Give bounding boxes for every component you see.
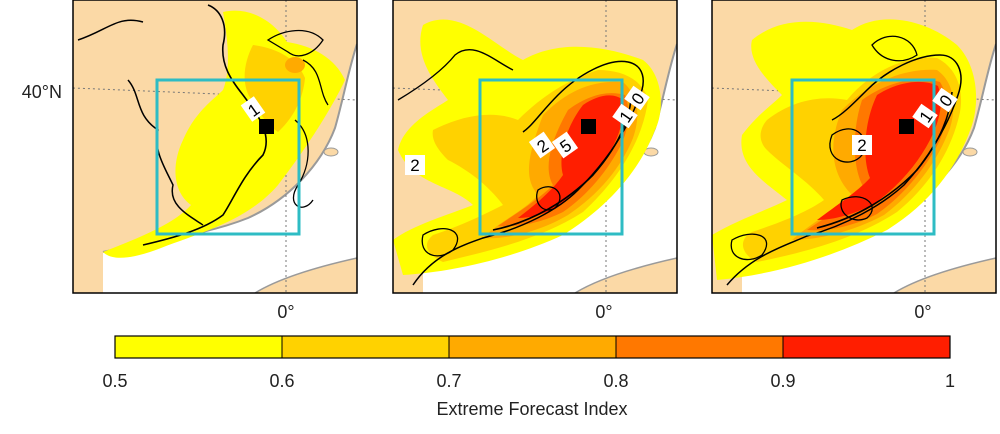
colorbar-segment-2 — [282, 336, 449, 358]
efi-shading-red — [817, 81, 941, 220]
colorbar-tick-label: 0.5 — [102, 371, 127, 391]
contour-label: 2 — [857, 136, 866, 155]
colorbar-tick-label: 0.9 — [770, 371, 795, 391]
latitude-label: 40°N — [22, 82, 62, 102]
colorbar-tick-label: 1 — [945, 371, 955, 391]
longitude-label-b: 0° — [595, 302, 612, 322]
colorbar-segment-3 — [449, 336, 616, 358]
colorbar-tick-label: 0.6 — [269, 371, 294, 391]
colorbar-segment-4 — [616, 336, 783, 358]
contour-line — [142, 4, 268, 246]
longitude-label-c: 0° — [914, 302, 931, 322]
map-panel-b: 2 2 5 1 0 — [392, 0, 678, 294]
map-panel-c: 2 1 0 — [711, 0, 997, 294]
colorbar-segment-5 — [783, 336, 950, 358]
longitude-label-a: 0° — [277, 302, 294, 322]
map-panel-a: 1 — [72, 0, 358, 294]
colorbar-title: Extreme Forecast Index — [436, 399, 627, 419]
colorbar-segment-1 — [115, 336, 282, 358]
colorbar-tick-label: 0.7 — [436, 371, 461, 391]
efi-shading-red — [518, 95, 624, 218]
colorbar: 0.5 0.6 0.7 0.8 0.9 1 Extreme Forecast I… — [102, 335, 955, 419]
colorbar-tick-label: 0.8 — [603, 371, 628, 391]
contour-label: 2 — [410, 156, 419, 175]
